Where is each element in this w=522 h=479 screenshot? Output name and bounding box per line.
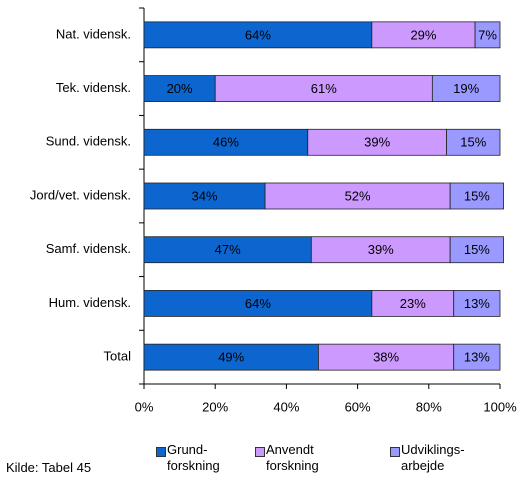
bar-segment	[449, 236, 504, 264]
value-label: 7%	[478, 27, 497, 42]
value-label: 64%	[245, 27, 271, 42]
value-label: 23%	[400, 296, 426, 311]
bar-segment	[431, 75, 501, 102]
bar-segment	[143, 290, 373, 317]
source: Kilde: Tabel 45	[6, 460, 92, 475]
value-label: 38%	[373, 350, 399, 365]
bar-segment	[307, 128, 448, 156]
value-label: 20%	[167, 81, 193, 96]
legend-label: Anvendt forskning	[266, 442, 319, 473]
value-label: 49%	[218, 350, 244, 365]
y-tick-label: Samf. vidensk.	[46, 241, 131, 256]
bar-segment	[446, 128, 501, 156]
y-tick-label: Sund. vidensk.	[46, 134, 131, 149]
value-label: 34%	[192, 188, 218, 203]
value-label: 46%	[213, 135, 239, 150]
x-tick-label: 0%	[135, 399, 154, 414]
value-label: 13%	[464, 296, 490, 311]
value-label: 39%	[364, 135, 390, 150]
bar-segment	[453, 290, 501, 317]
value-label: 52%	[345, 188, 371, 203]
value-label: 15%	[460, 135, 486, 150]
value-label: 39%	[368, 242, 394, 257]
x-tick-label: 60%	[345, 399, 371, 414]
bar-segment	[143, 236, 312, 264]
legend-label: Udviklings- arbejde	[401, 442, 465, 473]
value-label: 13%	[464, 350, 490, 365]
x-tick-label: 20%	[202, 399, 228, 414]
legend-label: Grund- forskning	[167, 442, 220, 473]
legend-swatch	[156, 447, 166, 457]
x-tick-label: 80%	[416, 399, 442, 414]
y-tick-label: Total	[104, 349, 132, 364]
y-tick-label: Jord/vet. vidensk.	[30, 187, 131, 202]
value-label: 61%	[311, 81, 337, 96]
y-tick-label: Tek. vidensk.	[56, 80, 131, 95]
value-label: 29%	[410, 27, 436, 42]
y-tick-label: Hum. vidensk.	[49, 295, 131, 310]
x-tick-label: 100%	[483, 399, 517, 414]
bar-segment	[214, 75, 433, 102]
legend-swatch	[390, 447, 400, 457]
bar-segment	[264, 182, 451, 210]
bar-segment	[143, 182, 266, 210]
bar-segment	[449, 182, 504, 210]
value-label: 64%	[245, 296, 271, 311]
value-label: 15%	[464, 242, 490, 257]
bar-segment	[371, 21, 476, 49]
value-label: 15%	[464, 188, 490, 203]
value-label: 19%	[453, 81, 479, 96]
x-tick-label: 40%	[273, 399, 299, 414]
bar-segment	[453, 343, 501, 371]
bar-segment	[318, 343, 455, 371]
y-tick-label: Nat. vidensk.	[56, 26, 131, 41]
legend-swatch	[255, 447, 265, 457]
value-label: 47%	[215, 242, 241, 257]
bar-segment	[310, 236, 451, 264]
bar-segment	[474, 21, 501, 49]
bar-segment	[143, 21, 373, 49]
bar-segment	[143, 343, 319, 371]
bar-segment	[143, 128, 309, 156]
